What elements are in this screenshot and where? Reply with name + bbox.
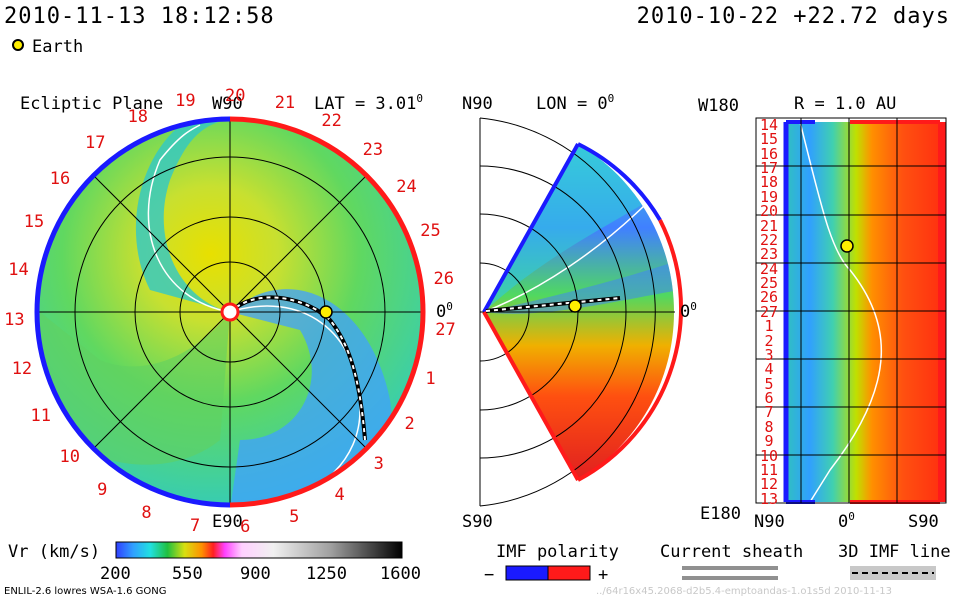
radial-top-left-label: W180 <box>698 96 739 116</box>
radial-row-label: 22 <box>759 230 779 249</box>
radial-row-label: 5 <box>764 374 774 393</box>
radial-row-label: 6 <box>764 389 774 408</box>
meridional-top-label: N90 <box>462 94 493 114</box>
radial-row-label: 10 <box>759 446 779 465</box>
radial-row-label: 14 <box>759 116 779 134</box>
radial-row-label: 24 <box>759 259 779 278</box>
rotation-tick-label: 22 <box>321 111 342 132</box>
radial-row-label: 16 <box>759 144 779 163</box>
rotation-tick-label: 14 <box>8 259 29 280</box>
datetime-label: 2010-11-13 18:12:58 <box>4 4 275 29</box>
imf-polarity-label: IMF polarity <box>496 542 619 562</box>
rotation-tick-label: 2 <box>404 414 415 435</box>
colorbar-tick: 1250 <box>306 564 347 584</box>
earth-marker-radial <box>840 239 854 253</box>
radial-row-label: 25 <box>759 274 779 293</box>
radial-row-label: 15 <box>759 130 779 149</box>
imf-minus-label: − <box>484 565 495 585</box>
ecliptic-bottom-label: E90 <box>212 512 243 532</box>
radial-row-label: 23 <box>759 245 779 264</box>
rotation-tick-label: 3 <box>373 453 384 474</box>
rotation-tick-label: 12 <box>11 359 33 380</box>
rotation-tick-label: 8 <box>141 503 152 524</box>
longitude-label: LON = 00 <box>536 92 615 114</box>
rotation-tick-label: 11 <box>30 405 51 426</box>
radial-row-label: 18 <box>759 173 779 192</box>
rotation-tick-label: 15 <box>23 211 45 232</box>
radial-row-label: 21 <box>759 216 779 235</box>
rotation-tick-label: 9 <box>97 479 108 500</box>
earth-marker-meridional <box>568 299 582 313</box>
colorbar-tick: 550 <box>172 564 203 584</box>
radial-row-label: 17 <box>759 159 779 178</box>
radial-bottom-zero-label: 00 <box>838 510 855 532</box>
imf-plus-label: + <box>598 565 609 585</box>
radial-row-label: 2 <box>764 331 774 350</box>
rotation-tick-label: 20 <box>225 86 246 107</box>
meridional-bottom-label: S90 <box>462 512 493 532</box>
earth-legend-icon <box>12 39 24 51</box>
rotation-tick-label: 17 <box>85 133 106 154</box>
rotation-tick-label: 10 <box>59 446 80 467</box>
rotation-tick-label: 7 <box>189 515 201 536</box>
rotation-tick-label: 5 <box>289 506 300 527</box>
rotation-tick-label: 13 <box>4 309 25 330</box>
radial-row-label: 19 <box>759 187 779 206</box>
radial-map-plot <box>755 117 947 504</box>
run-id-footer: ../64r16x45.2068-d2b5.4-emptoandas-1.o1s… <box>596 586 893 597</box>
imf-negative-swatch <box>505 565 549 581</box>
radial-row-label: 8 <box>764 417 774 436</box>
radial-row-label: 7 <box>764 403 774 422</box>
rotation-tick-label: 25 <box>420 221 441 242</box>
rotation-tick-label: 1 <box>425 368 436 389</box>
radial-row-label: 26 <box>759 288 779 307</box>
ecliptic-right-label: 00 <box>436 300 453 322</box>
ecliptic-title: Ecliptic Plane <box>20 94 164 114</box>
radial-row-label: 13 <box>759 489 779 508</box>
radial-row-label: 9 <box>764 432 774 451</box>
radial-row-label: 1 <box>764 317 774 336</box>
rotation-tick-label: 4 <box>334 485 345 506</box>
radial-bottom-left-label: E180 <box>700 504 741 524</box>
colorbar-tick: 1600 <box>380 564 421 584</box>
rotation-tick-label: 27 <box>435 319 456 340</box>
radial-row-label: 3 <box>764 345 774 364</box>
rotation-tick-label: 21 <box>274 93 296 114</box>
radial-bottom-mid-label: N90 <box>754 512 785 532</box>
current-sheath-label: Current sheath <box>660 542 804 562</box>
meridional-plane-plot <box>479 117 684 507</box>
velocity-colorbar <box>115 541 403 559</box>
rotation-tick-label: 19 <box>175 90 196 111</box>
rotation-tick-label: 6 <box>240 517 251 538</box>
radius-label: R = 1.0 AU <box>794 94 897 114</box>
radial-row-label: 12 <box>759 475 779 494</box>
colorbar-tick: 900 <box>240 564 271 584</box>
radial-bottom-right-label: S90 <box>908 512 939 532</box>
earth-legend-label: Earth <box>32 37 84 57</box>
colorbar-tick: 200 <box>100 564 131 584</box>
rotation-tick-label: 18 <box>127 106 149 127</box>
reference-date-label: 2010-10-22 +22.72 days <box>636 4 950 29</box>
radial-row-label: 4 <box>764 360 774 379</box>
meridional-right-label: 00 <box>680 300 697 322</box>
radial-row-label: 27 <box>759 302 779 321</box>
radial-row-label: 20 <box>759 202 779 221</box>
rotation-tick-label: 24 <box>396 177 417 198</box>
colorbar-label: Vr (km/s) <box>8 542 101 562</box>
latitude-label: LAT = 3.010 <box>314 92 423 114</box>
earth-marker-ecliptic <box>319 305 333 319</box>
ecliptic-top-label: W90 <box>212 94 243 114</box>
imf3d-label: 3D IMF line <box>838 542 951 562</box>
radial-row-label: 11 <box>759 460 779 479</box>
rotation-tick-label: 16 <box>49 169 71 190</box>
rotation-tick-label: 23 <box>362 139 384 160</box>
rotation-tick-label: 26 <box>433 269 455 290</box>
imf-positive-swatch <box>547 565 591 581</box>
ecliptic-plane-plot <box>34 116 426 508</box>
model-footer: ENLIL-2.6 lowres WSA-1.6 GONG <box>4 586 167 597</box>
